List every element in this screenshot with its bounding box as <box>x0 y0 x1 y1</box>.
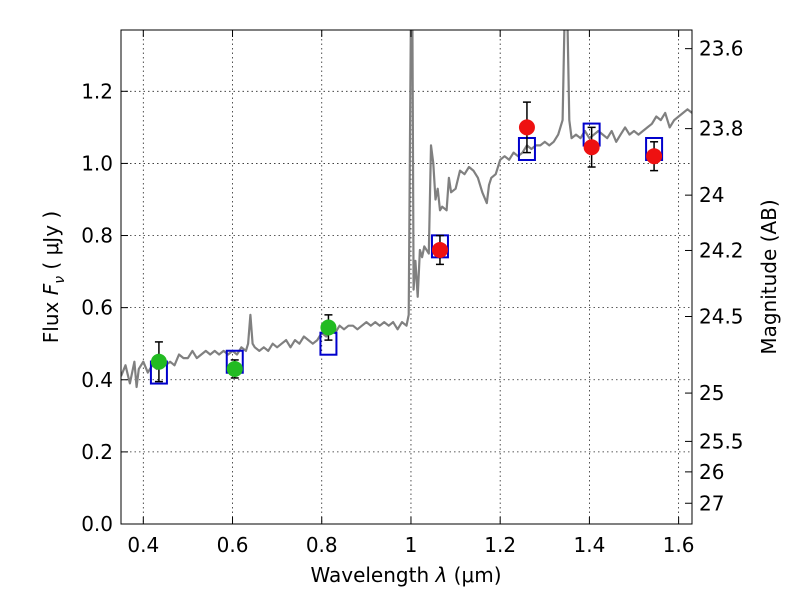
y-tick-label: 0.6 <box>81 296 113 320</box>
y2-tick-label: 24.2 <box>699 238 744 262</box>
photometry-point <box>583 139 600 156</box>
y2-tick-label: 24.5 <box>699 305 744 329</box>
y-tick-label: 1.2 <box>81 79 113 103</box>
x-tick-label: 1.2 <box>484 533 516 557</box>
grid-lines <box>121 30 692 525</box>
y2-tick-label: 25.5 <box>699 429 744 453</box>
y-axis-label: Flux Fν ( μJy ) <box>39 211 68 343</box>
data-layer <box>121 30 692 389</box>
y2-axis-label: Magnitude (AB) <box>757 199 781 354</box>
photometry-point <box>518 119 535 136</box>
photometry-point <box>646 148 663 165</box>
x-tick-label: 0.6 <box>217 533 249 557</box>
x-tick-label: 0.4 <box>127 533 159 557</box>
x-tick-label: 1.4 <box>573 533 605 557</box>
photometry-point <box>150 353 167 370</box>
y2-tick-label: 24 <box>699 183 724 207</box>
x-tick-label: 1.6 <box>663 533 695 557</box>
y2-tick-label: 25 <box>699 381 724 405</box>
x-tick-label: 1 <box>405 533 418 557</box>
y-tick-label: 0.8 <box>81 224 113 248</box>
y-tick-label: 0.2 <box>81 440 113 464</box>
plot-frame <box>120 29 693 525</box>
photometry-point <box>431 241 448 258</box>
photometry-point <box>320 319 337 336</box>
ticks: 0.4 0.6 0.8 1 1.2 1.4 1.6 0.0 0.2 0.4 0.6 0.8 1.0 1.2… <box>81 30 744 557</box>
y2-tick-label: 27 <box>699 491 724 515</box>
y2-tick-label: 23.6 <box>699 37 744 61</box>
y2-tick-label: 23.8 <box>699 117 744 141</box>
x-tick-label: 0.8 <box>306 533 338 557</box>
x-axis-label: Wavelength λ (μm) <box>310 563 501 587</box>
y-tick-label: 0.0 <box>81 512 113 536</box>
photometry-point <box>226 360 243 377</box>
y-tick-label: 1.0 <box>81 151 113 175</box>
y2-tick-label: 26 <box>699 460 724 484</box>
spectrum-line <box>121 30 692 389</box>
y-tick-label: 0.4 <box>81 368 113 392</box>
